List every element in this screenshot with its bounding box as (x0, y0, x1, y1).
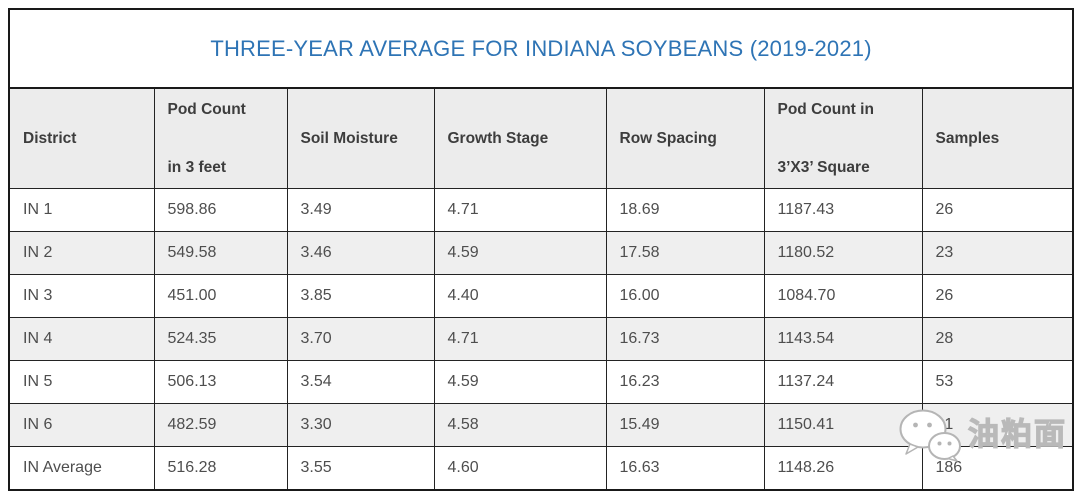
col-header-soil-moisture: Soil Moisture (286, 87, 435, 189)
col-header-district: District (8, 87, 155, 189)
cell-row-spacing: 15.49 (605, 403, 765, 447)
cell-soil-moisture: 3.54 (286, 360, 435, 404)
cell-growth-stage: 4.71 (433, 188, 607, 232)
cell-growth-stage: 4.59 (433, 360, 607, 404)
cell-row-spacing: 18.69 (605, 188, 765, 232)
table-title: THREE-YEAR AVERAGE FOR INDIANA SOYBEANS … (8, 8, 1074, 89)
cell-district: IN Average (8, 446, 155, 491)
cell-soil-moisture: 3.30 (286, 403, 435, 447)
col-header-label: 3’X3’ Square (777, 158, 870, 176)
col-header-label: Pod Count in (777, 100, 874, 118)
cell-samples: 31 (921, 403, 1074, 447)
title-row: THREE-YEAR AVERAGE FOR INDIANA SOYBEANS … (8, 8, 1074, 89)
col-header-label: in 3 feet (167, 158, 227, 176)
cell-growth-stage: 4.40 (433, 274, 607, 318)
cell-pod-count-square: 1143.54 (763, 317, 923, 361)
cell-pod-count-square: 1150.41 (763, 403, 923, 447)
cell-pod-count-square: 1137.24 (763, 360, 923, 404)
cell-pod-count-3ft: 451.00 (153, 274, 288, 318)
table-row: IN 6 482.59 3.30 4.58 15.49 1150.41 31 (8, 403, 1074, 447)
cell-district: IN 4 (8, 317, 155, 361)
col-header-growth-stage: Growth Stage (433, 87, 607, 189)
table-row-average: IN Average 516.28 3.55 4.60 16.63 1148.2… (8, 446, 1074, 491)
col-header-pod-count-3ft: Pod Count in 3 feet (153, 87, 288, 189)
cell-row-spacing: 16.00 (605, 274, 765, 318)
cell-growth-stage: 4.58 (433, 403, 607, 447)
cell-pod-count-square: 1148.26 (763, 446, 923, 491)
table-row: IN 1 598.86 3.49 4.71 18.69 1187.43 26 (8, 188, 1074, 232)
cell-pod-count-square: 1084.70 (763, 274, 923, 318)
cell-district: IN 5 (8, 360, 155, 404)
cell-soil-moisture: 3.46 (286, 231, 435, 275)
cell-pod-count-square: 1187.43 (763, 188, 923, 232)
cell-pod-count-3ft: 549.58 (153, 231, 288, 275)
cell-samples: 23 (921, 231, 1074, 275)
table-header-row: District Pod Count in 3 feet Soil Moistu… (8, 87, 1074, 189)
cell-growth-stage: 4.60 (433, 446, 607, 491)
cell-pod-count-square: 1180.52 (763, 231, 923, 275)
col-header-row-spacing: Row Spacing (605, 87, 765, 189)
cell-row-spacing: 17.58 (605, 231, 765, 275)
cell-samples: 53 (921, 360, 1074, 404)
table-row: IN 5 506.13 3.54 4.59 16.23 1137.24 53 (8, 360, 1074, 404)
cell-samples: 186 (921, 446, 1074, 491)
soybean-average-table: THREE-YEAR AVERAGE FOR INDIANA SOYBEANS … (8, 8, 1075, 491)
cell-district: IN 3 (8, 274, 155, 318)
col-header-label: Samples (935, 129, 1000, 147)
cell-samples: 26 (921, 274, 1074, 318)
cell-pod-count-3ft: 524.35 (153, 317, 288, 361)
cell-row-spacing: 16.73 (605, 317, 765, 361)
col-header-label: Row Spacing (619, 129, 717, 147)
cell-pod-count-3ft: 482.59 (153, 403, 288, 447)
cell-pod-count-3ft: 598.86 (153, 188, 288, 232)
cell-pod-count-3ft: 506.13 (153, 360, 288, 404)
cell-pod-count-3ft: 516.28 (153, 446, 288, 491)
cell-row-spacing: 16.23 (605, 360, 765, 404)
col-header-label: Growth Stage (447, 129, 549, 147)
table-row: IN 3 451.00 3.85 4.40 16.00 1084.70 26 (8, 274, 1074, 318)
cell-district: IN 6 (8, 403, 155, 447)
cell-growth-stage: 4.59 (433, 231, 607, 275)
cell-growth-stage: 4.71 (433, 317, 607, 361)
cell-soil-moisture: 3.49 (286, 188, 435, 232)
col-header-label: Pod Count (167, 100, 246, 118)
cell-row-spacing: 16.63 (605, 446, 765, 491)
cell-district: IN 1 (8, 188, 155, 232)
cell-samples: 28 (921, 317, 1074, 361)
cell-samples: 26 (921, 188, 1074, 232)
col-header-samples: Samples (921, 87, 1074, 189)
cell-district: IN 2 (8, 231, 155, 275)
col-header-label: Soil Moisture (300, 129, 398, 147)
cell-soil-moisture: 3.70 (286, 317, 435, 361)
col-header-pod-count-square: Pod Count in 3’X3’ Square (763, 87, 923, 189)
cell-soil-moisture: 3.85 (286, 274, 435, 318)
col-header-label: District (23, 129, 77, 147)
table-row: IN 4 524.35 3.70 4.71 16.73 1143.54 28 (8, 317, 1074, 361)
table-row: IN 2 549.58 3.46 4.59 17.58 1180.52 23 (8, 231, 1074, 275)
cell-soil-moisture: 3.55 (286, 446, 435, 491)
